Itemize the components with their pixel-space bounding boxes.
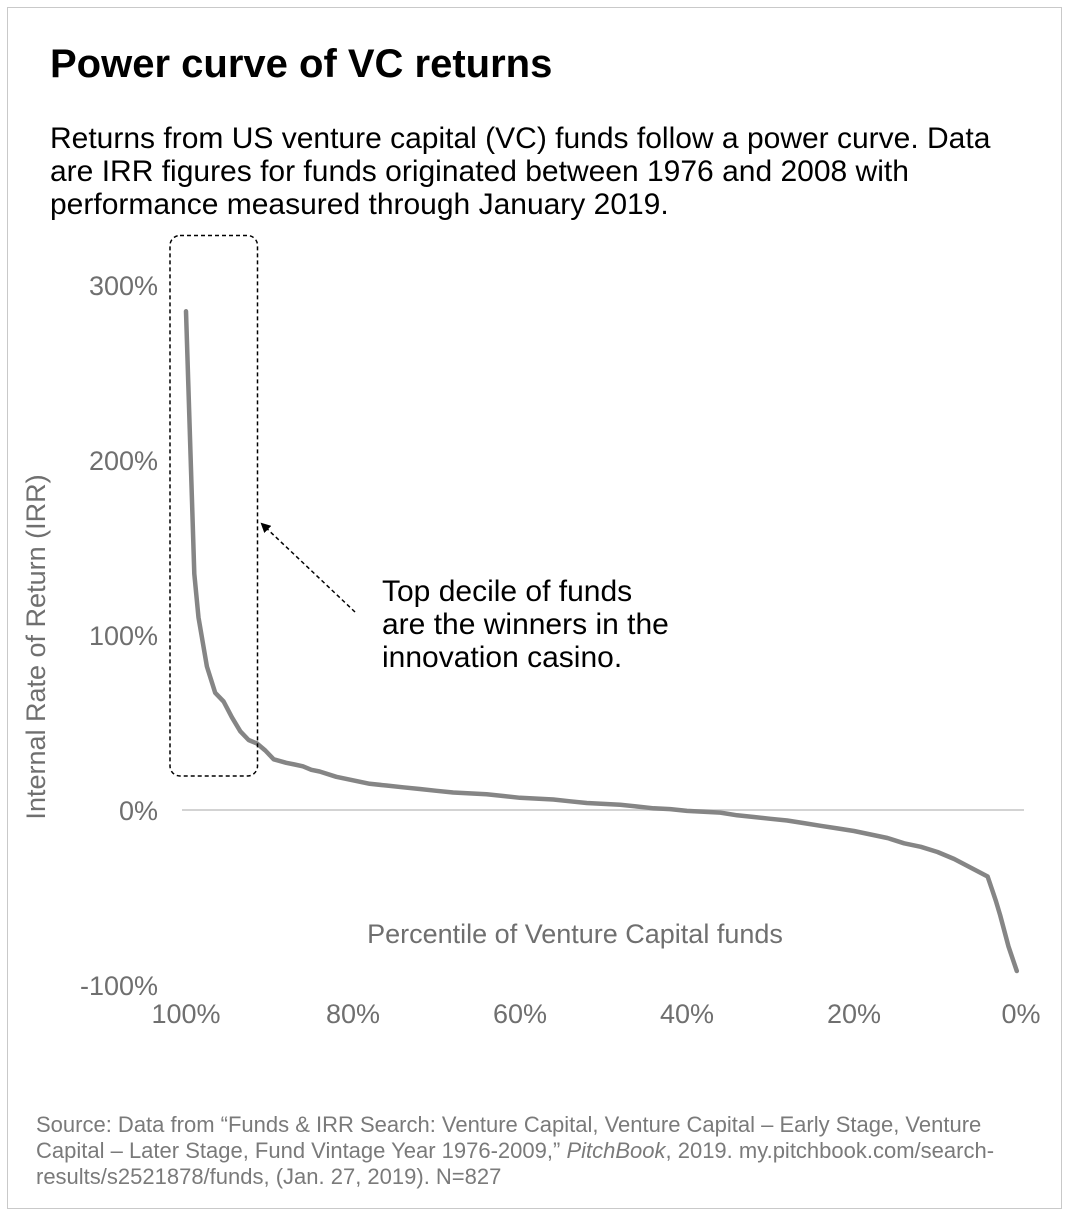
y-tick-label: -100%	[80, 971, 158, 1001]
x-tick-label: 80%	[326, 999, 380, 1029]
y-tick-label: 300%	[89, 271, 158, 301]
source-publication: PitchBook	[566, 1138, 666, 1163]
chart-subtitle: Returns from US venture capital (VC) fun…	[50, 122, 991, 221]
annotation-text-line: Top decile of funds	[382, 575, 632, 608]
figure-frame	[7, 7, 1062, 1209]
x-axis-title: Percentile of Venture Capital funds	[367, 919, 783, 949]
y-tick-label: 200%	[89, 446, 158, 476]
annotation-text-line: innovation casino.	[382, 641, 622, 674]
y-axis-title: Internal Rate of Return (IRR)	[21, 474, 51, 819]
top-decile-highlight-box	[169, 234, 259, 777]
x-tick-label: 40%	[660, 999, 714, 1029]
annotation-arrow	[260, 522, 356, 613]
x-tick-label: 0%	[1001, 999, 1040, 1029]
x-tick-label: 100%	[151, 999, 220, 1029]
chart-title: Power curve of VC returns	[50, 42, 553, 86]
x-tick-label: 20%	[827, 999, 881, 1029]
x-tick-label: 60%	[493, 999, 547, 1029]
irr-curve-line	[183, 309, 1020, 974]
chart: 300%200%100%0%-100%100% 80% 60% 40% 20% 0%Per…	[21, 234, 1041, 1029]
source-note: Source: Data from “Funds & IRR Search: V…	[36, 1112, 1026, 1190]
y-tick-label: 100%	[89, 621, 158, 651]
source-text-end: , 2019. my.pitchbook.com/search-results/…	[36, 1138, 995, 1189]
source-text-start: Source: Data from “Funds & IRR Search: V…	[36, 1112, 982, 1163]
annotation-text-line: are the winners in the	[382, 608, 669, 641]
y-tick-label: 0%	[119, 796, 158, 826]
